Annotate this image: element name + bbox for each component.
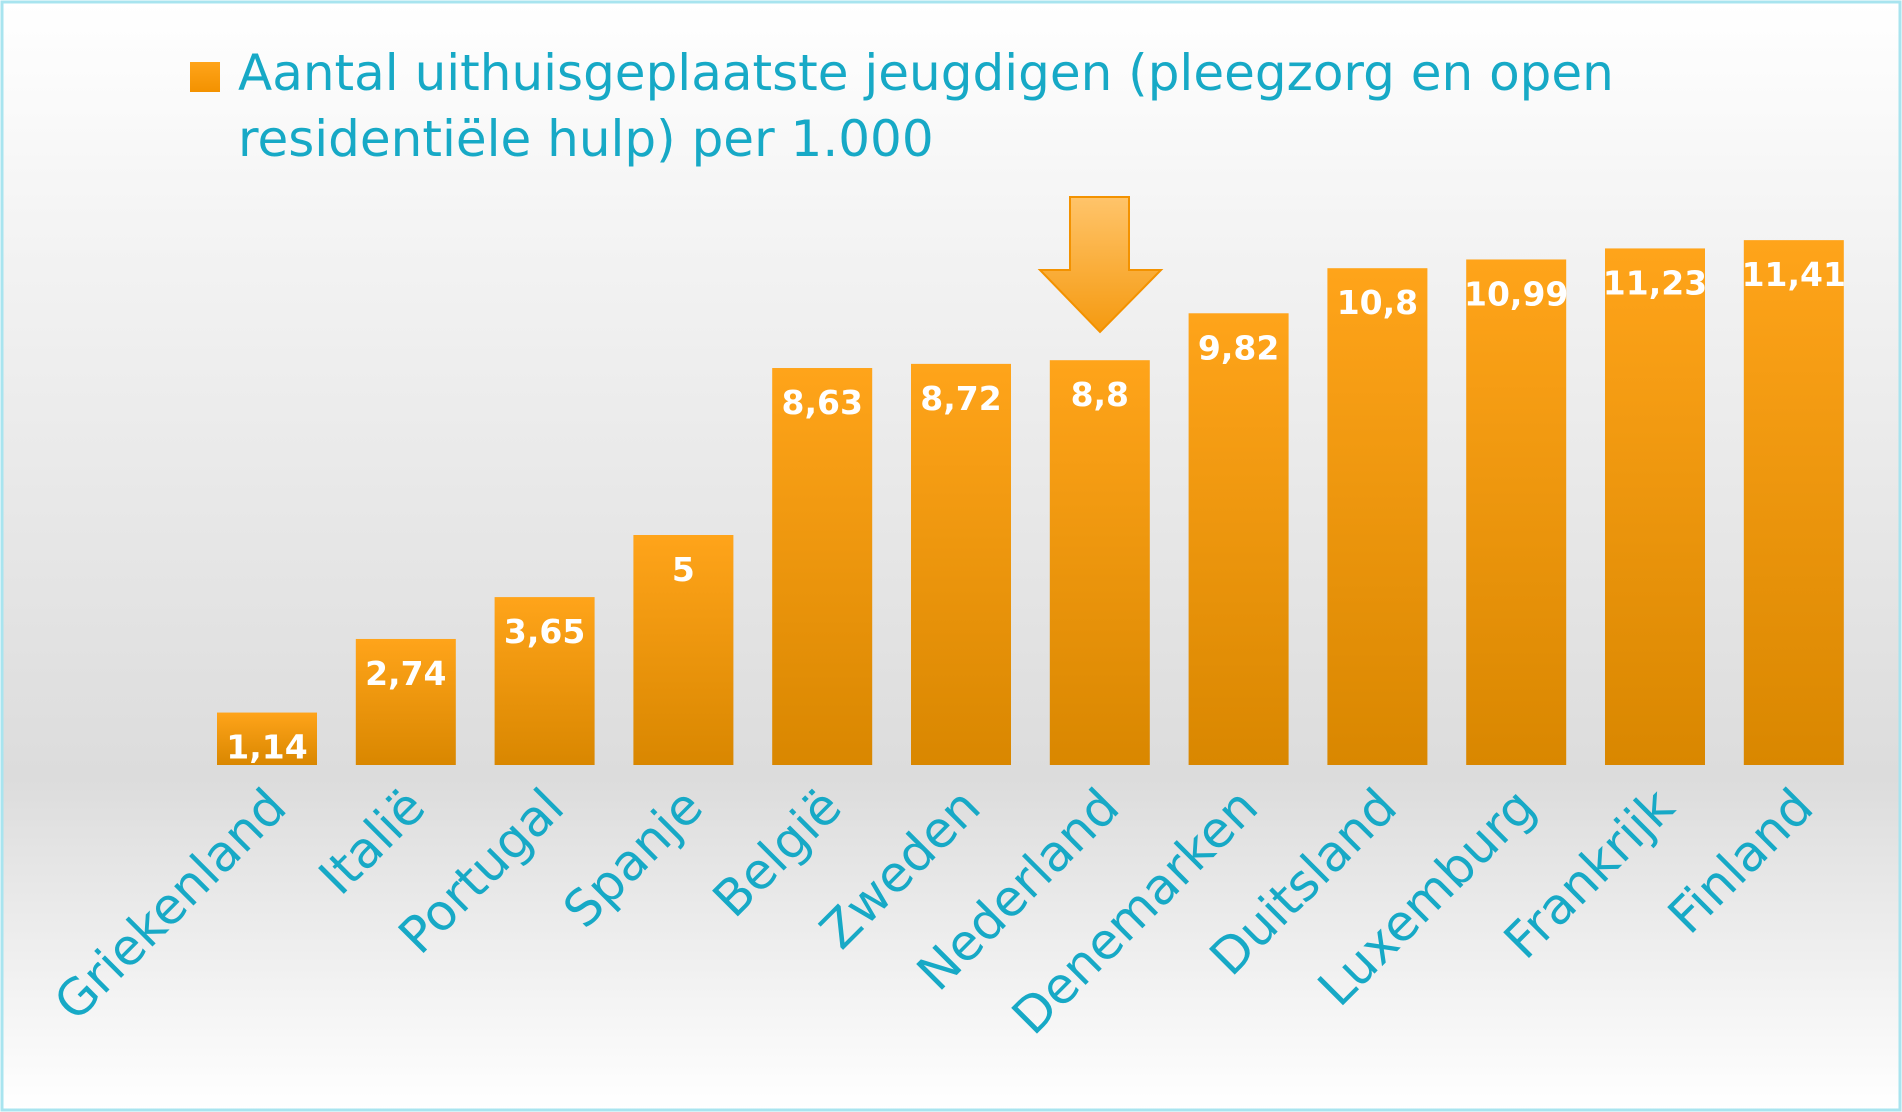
value-label: 8,72 <box>920 379 1001 418</box>
value-label: 8,63 <box>781 383 862 422</box>
value-label: 5 <box>672 550 695 589</box>
value-label: 11,23 <box>1603 263 1707 302</box>
value-label: 8,8 <box>1071 375 1129 414</box>
bar <box>217 712 317 765</box>
highlight-arrow <box>1037 196 1164 334</box>
value-label: 1,14 <box>226 728 307 767</box>
legend-label: Aantal uithuisgeplaatste jeugdigen (plee… <box>238 44 1614 168</box>
value-label: 11,41 <box>1742 255 1846 294</box>
bar <box>772 368 873 765</box>
legend: Aantal uithuisgeplaatste jeugdigen (plee… <box>190 40 1750 172</box>
value-label: 3,65 <box>504 612 585 651</box>
value-label: 2,74 <box>365 654 446 693</box>
bar <box>1605 248 1705 766</box>
value-label: 10,99 <box>1464 274 1568 313</box>
bar <box>633 535 734 765</box>
value-label: 9,82 <box>1198 328 1279 367</box>
bar <box>355 638 456 765</box>
bar <box>494 597 595 765</box>
bar <box>911 363 1011 765</box>
bar <box>1049 360 1150 765</box>
legend-swatch <box>190 62 220 92</box>
bar <box>1327 268 1428 765</box>
value-label: 10,8 <box>1337 283 1418 322</box>
bar <box>1743 240 1844 765</box>
bar <box>1188 313 1289 765</box>
bar <box>1466 259 1567 765</box>
